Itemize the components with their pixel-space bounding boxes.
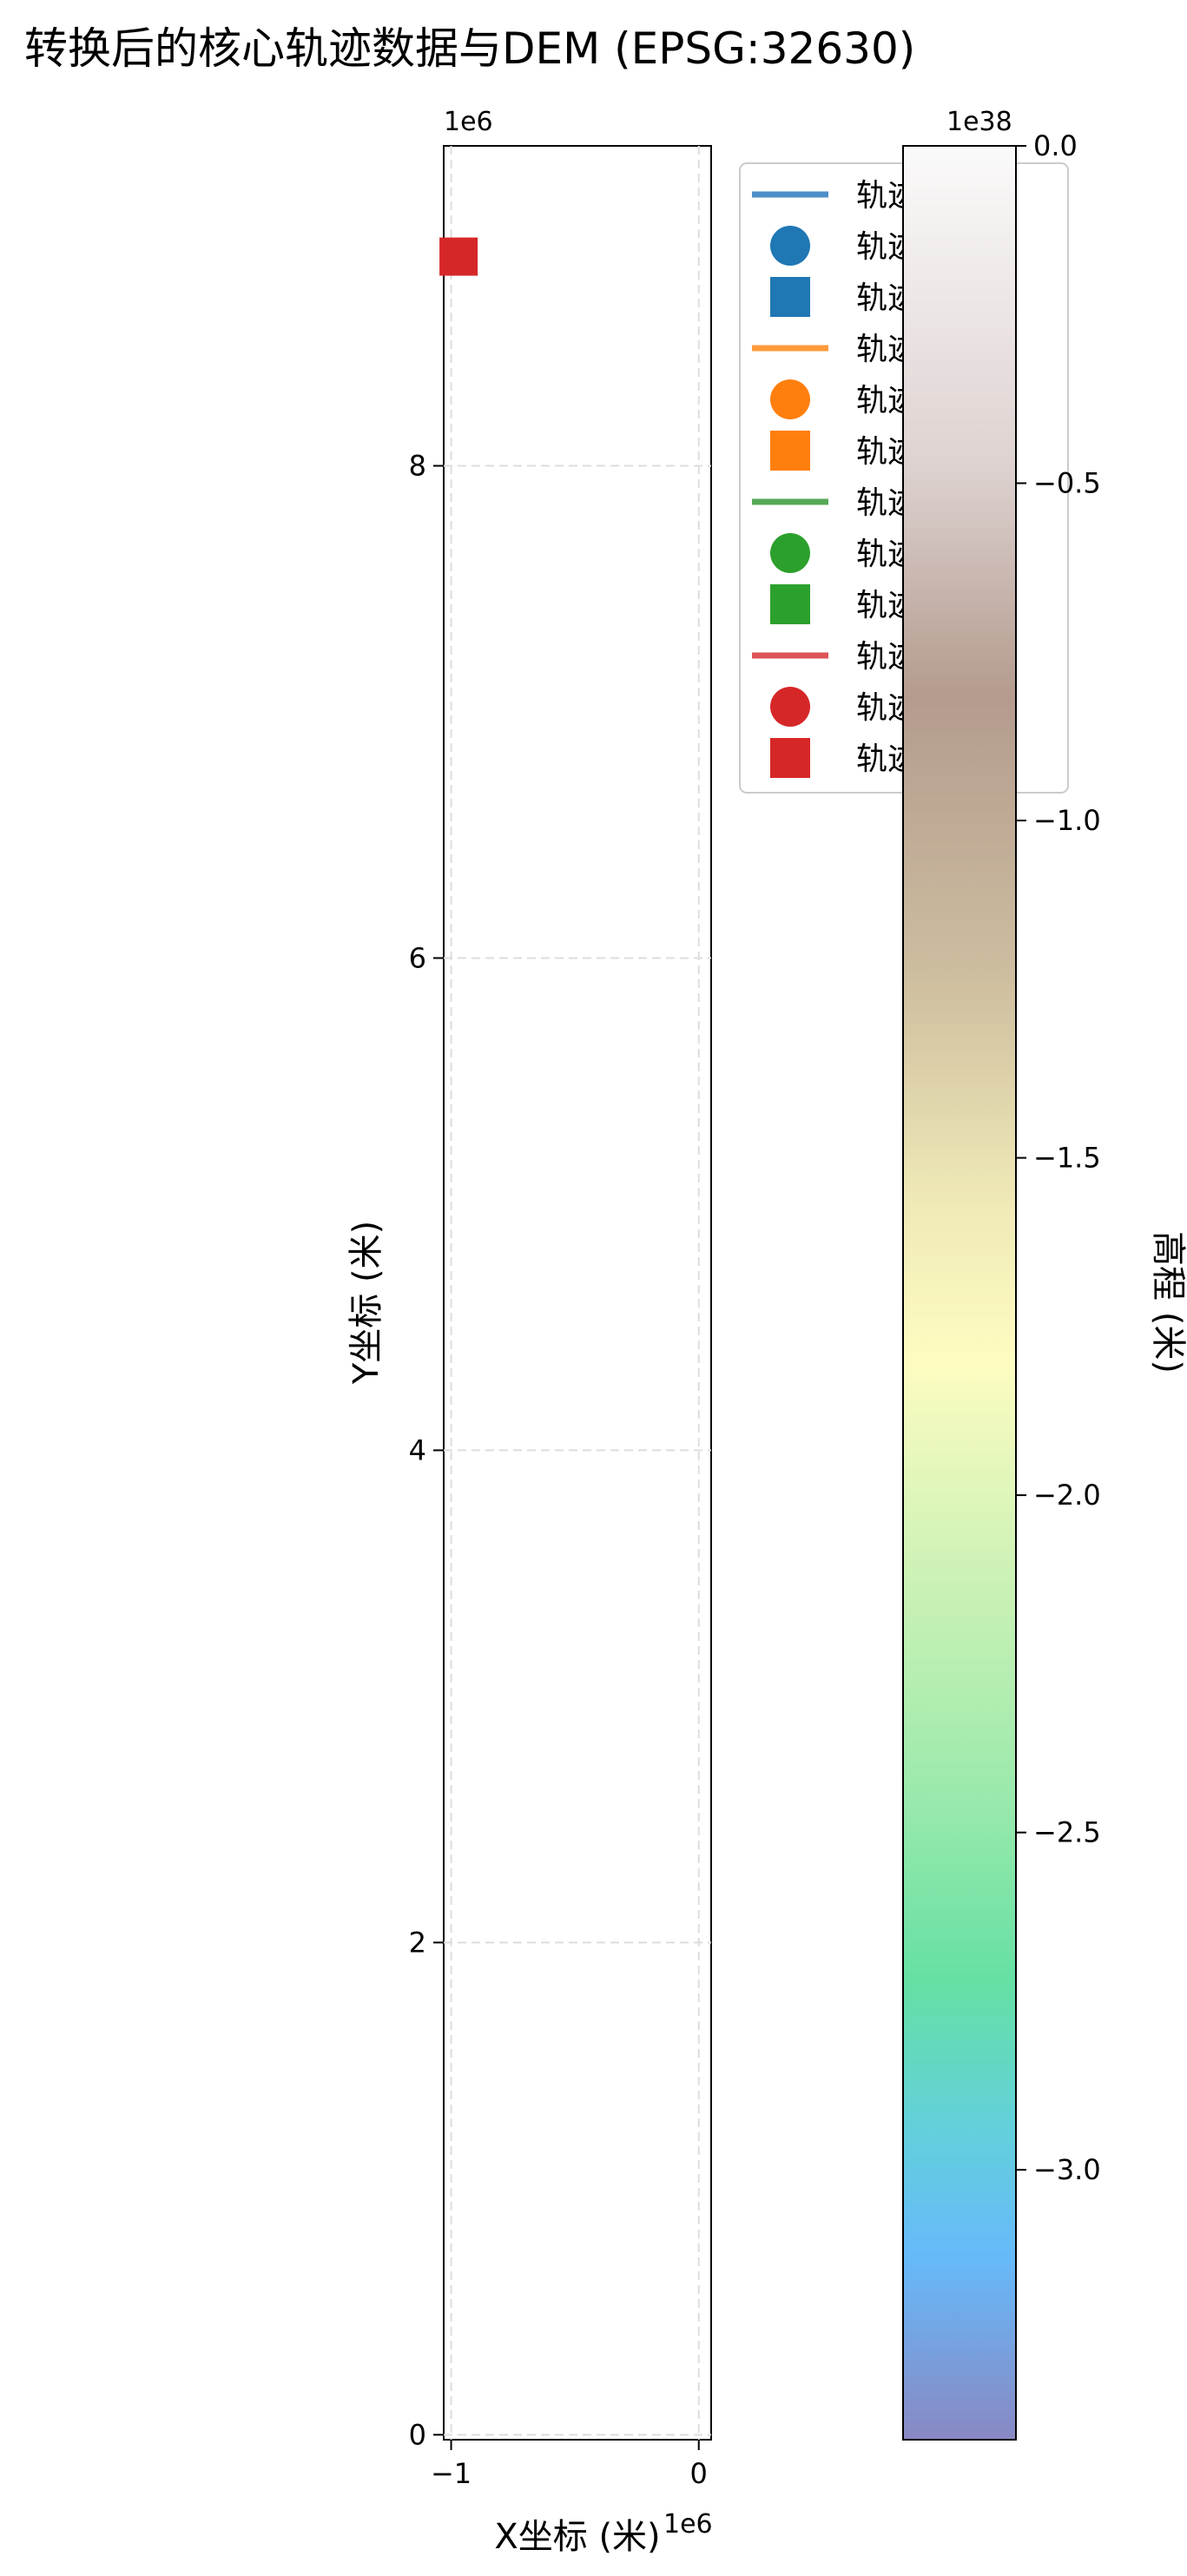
colorbar-tick-label: −2.5 bbox=[1033, 1816, 1101, 1849]
legend-circle-handle bbox=[770, 533, 810, 573]
colorbar-tick-label: −3.0 bbox=[1033, 2153, 1101, 2186]
y-tick-label: 0 bbox=[409, 2418, 426, 2451]
x-tick-label: 0 bbox=[690, 2457, 708, 2490]
colorbar-tick-label: −0.5 bbox=[1033, 467, 1101, 500]
x-tick-layer: −1 0 bbox=[431, 2440, 708, 2490]
colorbar-tick-label: −1.0 bbox=[1033, 804, 1101, 837]
trajectory-end-point bbox=[439, 237, 478, 276]
colorbar-tick-label: 0.0 bbox=[1033, 129, 1078, 162]
legend-square-handle bbox=[770, 584, 810, 624]
legend-circle-handle bbox=[770, 687, 810, 727]
y-tick-layer: 0 2 4 6 8 bbox=[409, 450, 444, 2451]
legend-square-handle bbox=[770, 431, 810, 471]
colorbar-tick-label: −2.0 bbox=[1033, 1479, 1101, 1512]
chart-title: 转换后的核心轨迹数据与DEM (EPSG:32630) bbox=[24, 23, 915, 74]
colorbar: 0.0 −0.5 −1.0 −1.5 −2.0 −2.5 −3.0 1e38 高程 (米) bbox=[902, 107, 1187, 2441]
x-axis-label: X坐标 (米) bbox=[494, 2517, 660, 2557]
legend-circle-handle bbox=[770, 379, 810, 419]
axes-frame bbox=[443, 145, 712, 2441]
marks-layer bbox=[439, 237, 478, 276]
y-tick-label: 8 bbox=[409, 450, 426, 483]
x-tick-label: −1 bbox=[431, 2457, 472, 2490]
x-offset-text: 1e6 bbox=[663, 2509, 713, 2540]
colorbar-label: 高程 (米) bbox=[1148, 1231, 1187, 1374]
legend-circle-handle bbox=[770, 226, 810, 266]
colorbar-tick-label: −1.5 bbox=[1033, 1142, 1101, 1175]
colorbar-offset-text: 1e38 bbox=[946, 107, 1012, 137]
y-tick-label: 2 bbox=[409, 1926, 426, 1959]
y-tick-label: 4 bbox=[409, 1433, 426, 1466]
y-offset-text: 1e6 bbox=[444, 107, 493, 137]
y-tick-label: 6 bbox=[409, 941, 426, 974]
colorbar-fill bbox=[902, 145, 1017, 2441]
legend-square-handle bbox=[770, 738, 810, 778]
colorbar-tick-layer: 0.0 −0.5 −1.0 −1.5 −2.0 −2.5 −3.0 bbox=[1016, 129, 1101, 2186]
y-axis-label: Y坐标 (米) bbox=[346, 1221, 386, 1385]
grid-layer bbox=[444, 146, 711, 2440]
legend-square-handle bbox=[770, 277, 810, 317]
